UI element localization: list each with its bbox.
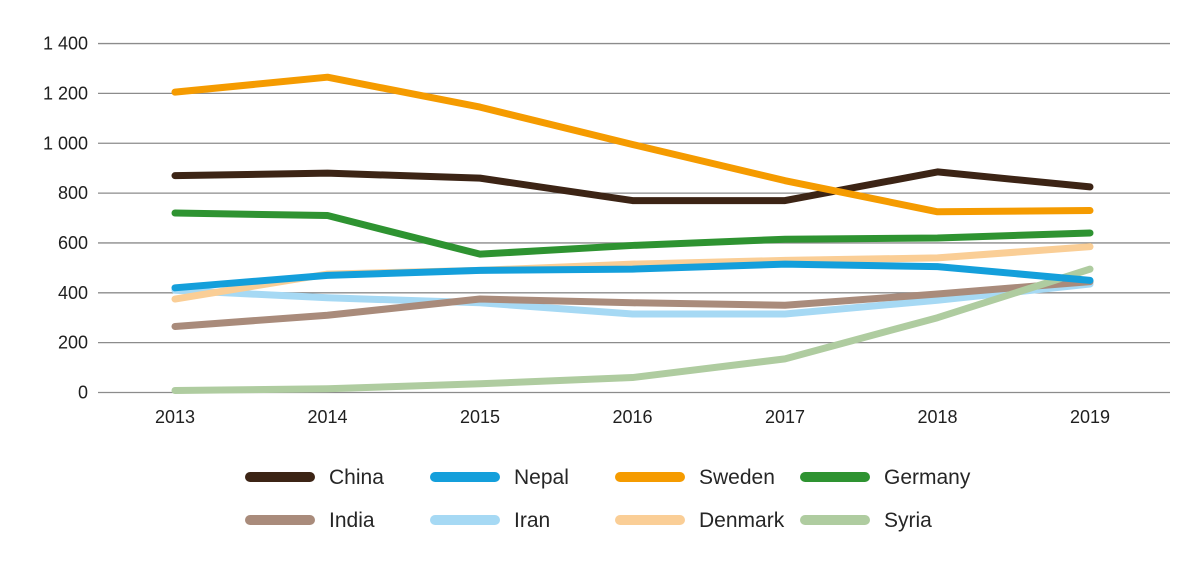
legend-item-sweden: Sweden [615,465,800,489]
legend-swatch-denmark [615,515,685,525]
x-tick-label: 2017 [765,407,805,427]
legend-swatch-iran [430,515,500,525]
y-tick-label: 1 000 [43,133,88,153]
x-tick-label: 2015 [460,407,500,427]
legend-swatch-india [245,515,315,525]
x-tick-label: 2016 [612,407,652,427]
legend-label: Germany [884,465,971,489]
y-tick-label: 400 [58,283,88,303]
legend-item-nepal: Nepal [430,465,615,489]
x-tick-label: 2019 [1070,407,1110,427]
legend-item-iran: Iran [430,508,615,532]
legend-item-syria: Syria [800,508,985,532]
legend-swatch-china [245,472,315,482]
series-line-china [171,168,1094,205]
legend-label: Iran [514,508,551,532]
series-line-syria [171,265,1094,395]
series-line-india [171,278,1094,330]
legend-swatch-germany [800,472,870,482]
legend-swatch-syria [800,515,870,525]
x-tick-label: 2018 [917,407,957,427]
legend-label: India [329,508,375,532]
legend-item-china: China [245,465,430,489]
legend-label: Sweden [699,465,775,489]
legend-item-india: India [245,508,430,532]
legend-label: Syria [884,508,932,532]
line-chart: 0 200 400 600 800 1 000 1 200 1 400 2013 2014 2015… [43,34,1170,427]
legend-item-germany: Germany [800,465,985,489]
series-line-nepal [171,260,1094,292]
series-line-sweden [171,73,1094,216]
y-tick-label: 1 400 [43,34,88,54]
y-tick-label: 200 [58,333,88,353]
y-tick-label: 0 [78,383,88,403]
legend-swatch-sweden [615,472,685,482]
legend-label: China [329,465,384,489]
series-line-germany [171,209,1094,258]
y-tick-label: 1 200 [43,83,88,103]
y-tick-label: 600 [58,233,88,253]
legend-item-denmark: Denmark [615,508,800,532]
chart-legend: China Nepal Sweden Germany India Iran Denmark S… [245,465,985,532]
x-tick-label: 2014 [307,407,347,427]
y-tick-label: 800 [58,183,88,203]
legend-label: Nepal [514,465,569,489]
legend-swatch-nepal [430,472,500,482]
legend-label: Denmark [699,508,785,532]
series-line-iran [171,280,1094,318]
x-tick-label: 2013 [155,407,195,427]
